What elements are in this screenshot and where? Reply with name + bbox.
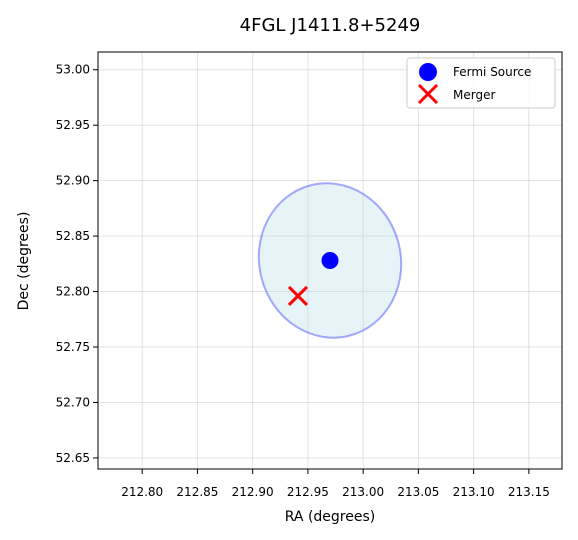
x-tick-label: 213.00 — [342, 485, 384, 499]
legend-box — [406, 57, 556, 109]
y-tick-label: 53.00 — [56, 63, 90, 77]
x-tick-label: 212.80 — [121, 485, 163, 499]
grid — [98, 52, 562, 469]
legend-merger-marker — [417, 83, 439, 105]
chart-title: 4FGL J1411.8+5249 — [240, 15, 421, 36]
y-tick-label: 52.85 — [56, 229, 90, 243]
x-tick-label: 212.90 — [232, 485, 274, 499]
y-tick-label: 52.90 — [56, 174, 90, 188]
legend-fermi-label: Fermi Source — [453, 65, 531, 79]
y-tick-label: 52.95 — [56, 118, 90, 132]
x-tick-label: 213.15 — [508, 485, 550, 499]
x-tick-label: 213.05 — [397, 485, 439, 499]
merger-x-stroke — [287, 285, 309, 307]
fermi-source-point — [321, 252, 339, 269]
y-tick-label: 52.65 — [56, 451, 90, 465]
legend-fermi-marker — [419, 63, 437, 81]
y-tick-label: 52.70 — [56, 395, 90, 409]
marks — [287, 252, 339, 307]
merger-point — [287, 285, 309, 307]
y-axis-label: Dec (degrees) — [16, 212, 32, 311]
x-tick-label: 212.95 — [287, 485, 329, 499]
legend-merger-label: Merger — [453, 88, 495, 102]
y-tick-label: 52.75 — [56, 340, 90, 354]
x-tick-label: 212.85 — [176, 485, 218, 499]
y-tick-label: 52.80 — [56, 285, 90, 299]
plot-frame — [97, 51, 563, 470]
x-tick-label: 213.10 — [453, 485, 495, 499]
ticks: 212.80 212.85 212.90 212.95 213.00 213.05 213.… — [56, 63, 550, 499]
x-axis-label: RA (degrees) — [285, 509, 375, 525]
legend: Fermi Source Merger — [406, 57, 556, 109]
